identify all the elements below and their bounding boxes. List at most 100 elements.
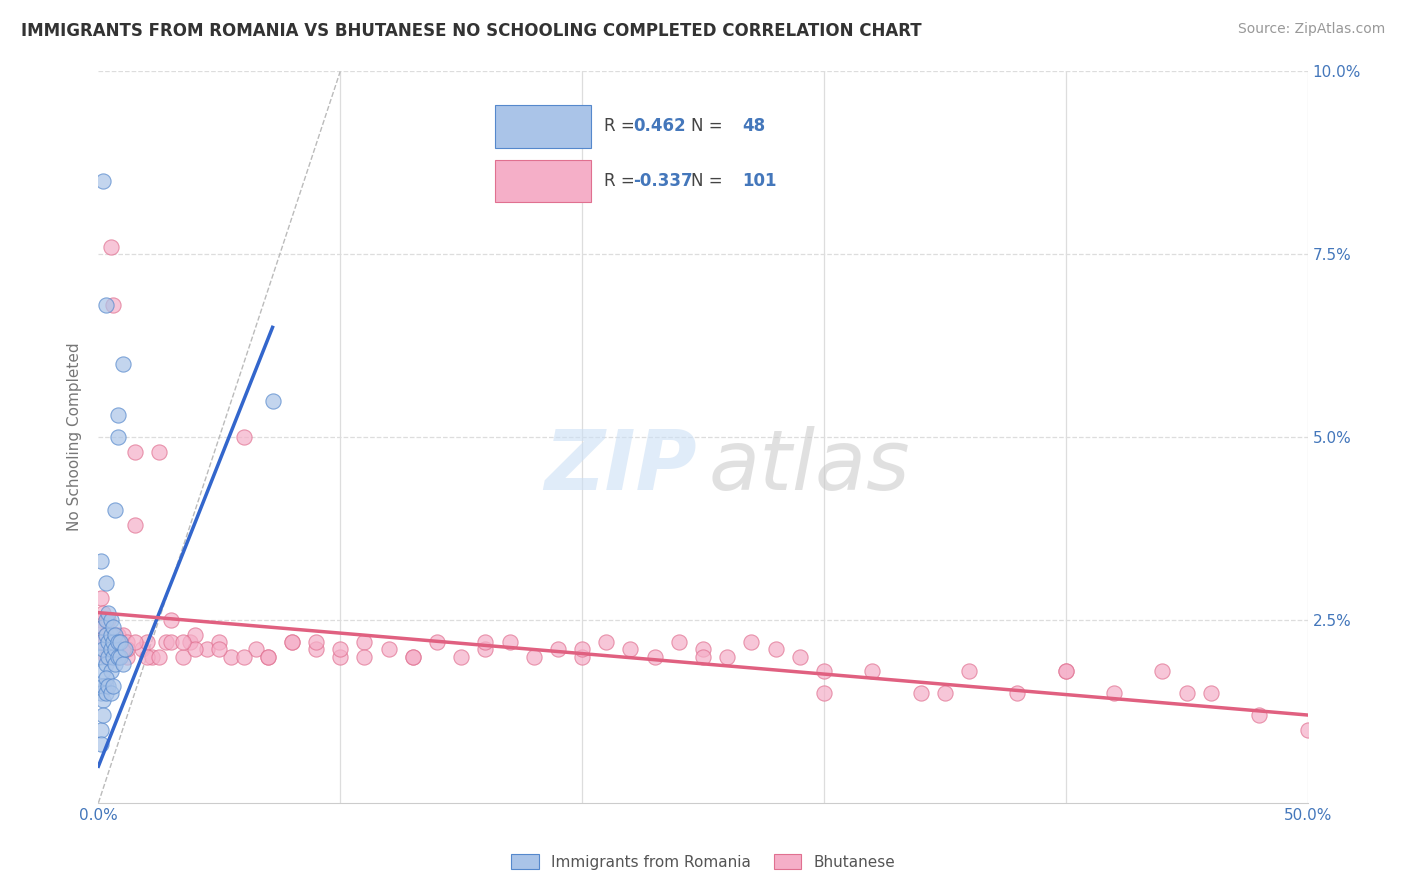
Point <box>117 635 139 649</box>
Point <box>232 649 254 664</box>
Point <box>860 664 883 678</box>
Point <box>172 635 194 649</box>
Point <box>910 686 932 700</box>
Point <box>155 635 177 649</box>
Point <box>957 664 980 678</box>
Point <box>184 627 207 641</box>
Point <box>107 649 129 664</box>
Point <box>934 686 956 700</box>
Point <box>523 649 546 664</box>
Point <box>232 430 254 444</box>
Point <box>377 642 399 657</box>
Point <box>100 664 122 678</box>
Point <box>90 613 112 627</box>
Point <box>1007 686 1029 700</box>
Point <box>104 642 127 657</box>
Point <box>101 635 124 649</box>
Point <box>135 635 157 649</box>
Point <box>402 649 425 664</box>
Point <box>101 679 124 693</box>
Point <box>1152 664 1174 678</box>
Point <box>91 679 114 693</box>
Point <box>160 635 183 649</box>
Point <box>107 627 129 641</box>
Point <box>97 649 120 664</box>
Point <box>1249 708 1271 723</box>
Point <box>262 393 284 408</box>
Point <box>141 649 163 664</box>
Point <box>100 635 122 649</box>
Point <box>498 635 520 649</box>
Point <box>101 298 124 312</box>
Point <box>107 635 129 649</box>
Point <box>450 649 472 664</box>
Point <box>148 444 170 458</box>
Point <box>111 657 134 671</box>
Point <box>94 679 117 693</box>
Point <box>124 517 146 532</box>
Point <box>97 613 120 627</box>
Point <box>740 635 762 649</box>
Point <box>91 693 114 707</box>
Point <box>94 613 117 627</box>
Point <box>765 642 787 657</box>
Point <box>107 408 129 422</box>
Point <box>94 649 117 664</box>
Point <box>1199 686 1222 700</box>
Point <box>90 635 112 649</box>
Point <box>94 672 117 686</box>
Point <box>426 635 449 649</box>
Point <box>256 649 278 664</box>
Point <box>91 620 114 634</box>
Point <box>97 606 120 620</box>
Text: IMMIGRANTS FROM ROMANIA VS BHUTANESE NO SCHOOLING COMPLETED CORRELATION CHART: IMMIGRANTS FROM ROMANIA VS BHUTANESE NO … <box>21 22 922 40</box>
Point <box>148 649 170 664</box>
Point <box>104 642 127 657</box>
Point <box>94 657 117 671</box>
Point <box>100 642 122 657</box>
Point <box>619 642 641 657</box>
Point <box>160 613 183 627</box>
Point <box>1102 686 1125 700</box>
Point <box>97 649 120 664</box>
Legend: Immigrants from Romania, Bhutanese: Immigrants from Romania, Bhutanese <box>505 847 901 876</box>
Text: atlas: atlas <box>709 425 911 507</box>
Point <box>104 657 127 671</box>
Point <box>91 620 114 634</box>
Point <box>91 664 114 678</box>
Point <box>90 737 112 751</box>
Point <box>107 649 129 664</box>
Point <box>101 620 124 634</box>
Point <box>281 635 304 649</box>
Point <box>111 642 134 657</box>
Point <box>111 627 134 641</box>
Point <box>91 708 114 723</box>
Point <box>117 642 139 657</box>
Point <box>329 649 352 664</box>
Point <box>256 649 278 664</box>
Point <box>94 627 117 641</box>
Text: ZIP: ZIP <box>544 425 697 507</box>
Point <box>305 642 328 657</box>
Point <box>474 642 496 657</box>
Point <box>100 686 122 700</box>
Point <box>90 591 112 605</box>
Point <box>692 642 714 657</box>
Point <box>813 686 835 700</box>
Point <box>111 642 134 657</box>
Point <box>90 649 112 664</box>
Point <box>184 642 207 657</box>
Point <box>91 606 114 620</box>
Point <box>208 642 231 657</box>
Point <box>595 635 617 649</box>
Point <box>104 627 127 641</box>
Point <box>716 649 738 664</box>
Point <box>108 635 131 649</box>
Point <box>91 635 114 649</box>
Point <box>644 649 666 664</box>
Point <box>107 635 129 649</box>
Point <box>104 503 127 517</box>
Point <box>1175 686 1198 700</box>
Point <box>329 642 352 657</box>
Point <box>94 686 117 700</box>
